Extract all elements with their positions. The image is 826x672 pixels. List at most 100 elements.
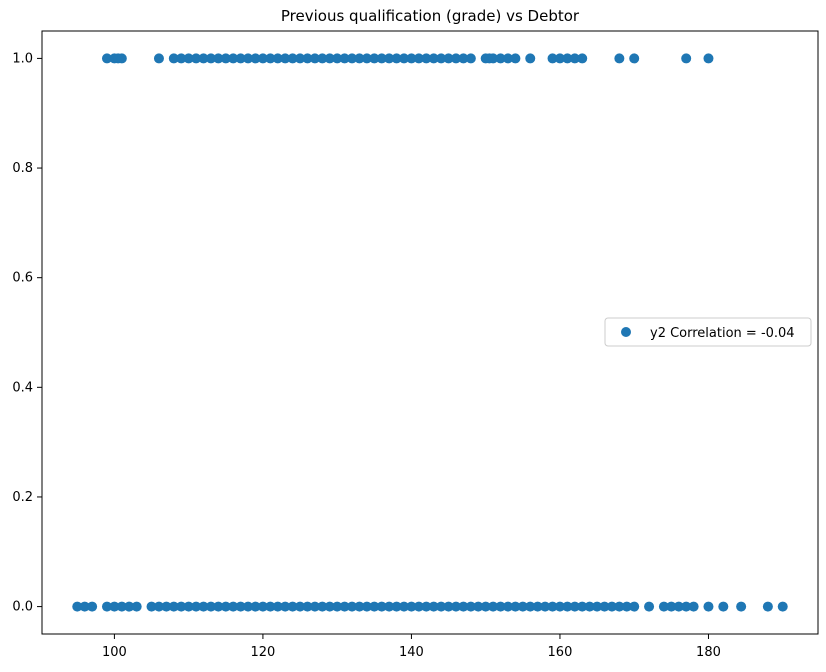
scatter-points: [72, 53, 788, 612]
scatter-point: [540, 601, 551, 612]
scatter-point: [606, 601, 617, 612]
scatter-point: [272, 53, 283, 64]
scatter-point: [191, 601, 202, 612]
scatter-point: [317, 601, 328, 612]
scatter-point: [257, 53, 268, 64]
y-tick-label: 0.0: [12, 600, 33, 615]
scatter-point: [354, 601, 365, 612]
scatter-point: [584, 601, 595, 612]
scatter-point: [421, 601, 432, 612]
scatter-point: [243, 53, 254, 64]
scatter-point: [295, 53, 306, 64]
legend-box: [604, 317, 812, 347]
scatter-point: [688, 601, 699, 612]
scatter-point: [101, 601, 112, 612]
x-tick-label: 180: [696, 645, 721, 660]
scatter-point: [235, 53, 246, 64]
scatter-point: [183, 53, 194, 64]
scatter-point: [592, 601, 603, 612]
scatter-point: [339, 53, 350, 64]
scatter-point: [554, 601, 565, 612]
scatter-point: [577, 601, 588, 612]
scatter-point: [183, 601, 194, 612]
x-tick-label: 120: [251, 645, 276, 660]
scatter-point: [213, 601, 224, 612]
scatter-point: [480, 601, 491, 612]
scatter-point: [569, 53, 580, 64]
scatter-point: [124, 601, 135, 612]
scatter-point: [399, 601, 410, 612]
scatter-point: [213, 53, 224, 64]
scatter-point: [191, 53, 202, 64]
legend-marker: [621, 327, 631, 337]
scatter-point: [235, 601, 246, 612]
legend: y2 Correlation = -0.04: [604, 317, 812, 347]
scatter-point: [718, 601, 729, 612]
scatter-point: [302, 601, 313, 612]
scatter-point: [488, 601, 499, 612]
scatter-point: [250, 601, 261, 612]
scatter-point: [79, 601, 90, 612]
scatter-point: [391, 53, 402, 64]
scatter-point: [250, 53, 261, 64]
scatter-point: [220, 53, 231, 64]
scatter-point: [347, 53, 358, 64]
scatter-point: [265, 601, 276, 612]
scatter-point: [324, 601, 335, 612]
scatter-point: [547, 601, 558, 612]
y-tick-label: 0.4: [12, 380, 33, 395]
scatter-point: [361, 601, 372, 612]
scatter-point: [458, 53, 469, 64]
scatter-point: [220, 601, 231, 612]
scatter-point: [525, 601, 536, 612]
scatter-point: [554, 53, 565, 64]
y-tick-label: 0.6: [12, 271, 33, 286]
scatter-point: [72, 601, 83, 612]
scatter-point: [614, 601, 625, 612]
scatter-point: [488, 53, 499, 64]
scatter-point: [614, 53, 625, 64]
scatter-point: [280, 53, 291, 64]
scatter-point: [176, 601, 187, 612]
scatter-point: [465, 601, 476, 612]
scatter-point: [569, 601, 580, 612]
scatter-point: [428, 53, 439, 64]
scatter-point: [295, 601, 306, 612]
scatter-point: [465, 53, 476, 64]
scatter-point: [109, 601, 120, 612]
scatter-point: [205, 53, 216, 64]
scatter-point: [309, 53, 320, 64]
scatter-point: [168, 601, 179, 612]
scatter-point: [153, 53, 164, 64]
scatter-point: [198, 53, 209, 64]
scatter-point: [703, 53, 714, 64]
scatter-point: [347, 601, 358, 612]
scatter-point: [681, 601, 692, 612]
scatter-point: [644, 601, 655, 612]
y-tick-label: 1.0: [12, 51, 33, 66]
scatter-point: [562, 53, 573, 64]
scatter-point: [287, 601, 298, 612]
scatter-point: [502, 601, 513, 612]
y-tick-label: 0.8: [12, 161, 33, 176]
chart-title: Previous qualification (grade) vs Debtor: [281, 7, 580, 25]
scatter-point: [228, 601, 239, 612]
scatter-point: [153, 601, 164, 612]
scatter-point: [547, 53, 558, 64]
scatter-point: [376, 53, 387, 64]
scatter-point: [406, 601, 417, 612]
scatter-point: [332, 601, 343, 612]
scatter-point: [332, 53, 343, 64]
scatter-point: [116, 601, 127, 612]
scatter-point: [458, 601, 469, 612]
scatter-point: [324, 53, 335, 64]
scatter-point: [161, 601, 172, 612]
scatter-point: [666, 601, 677, 612]
scatter-point: [673, 601, 684, 612]
scatter-point: [502, 53, 513, 64]
scatter-point: [599, 601, 610, 612]
scatter-point: [369, 601, 380, 612]
scatter-point: [116, 53, 127, 64]
scatter-point: [517, 601, 528, 612]
